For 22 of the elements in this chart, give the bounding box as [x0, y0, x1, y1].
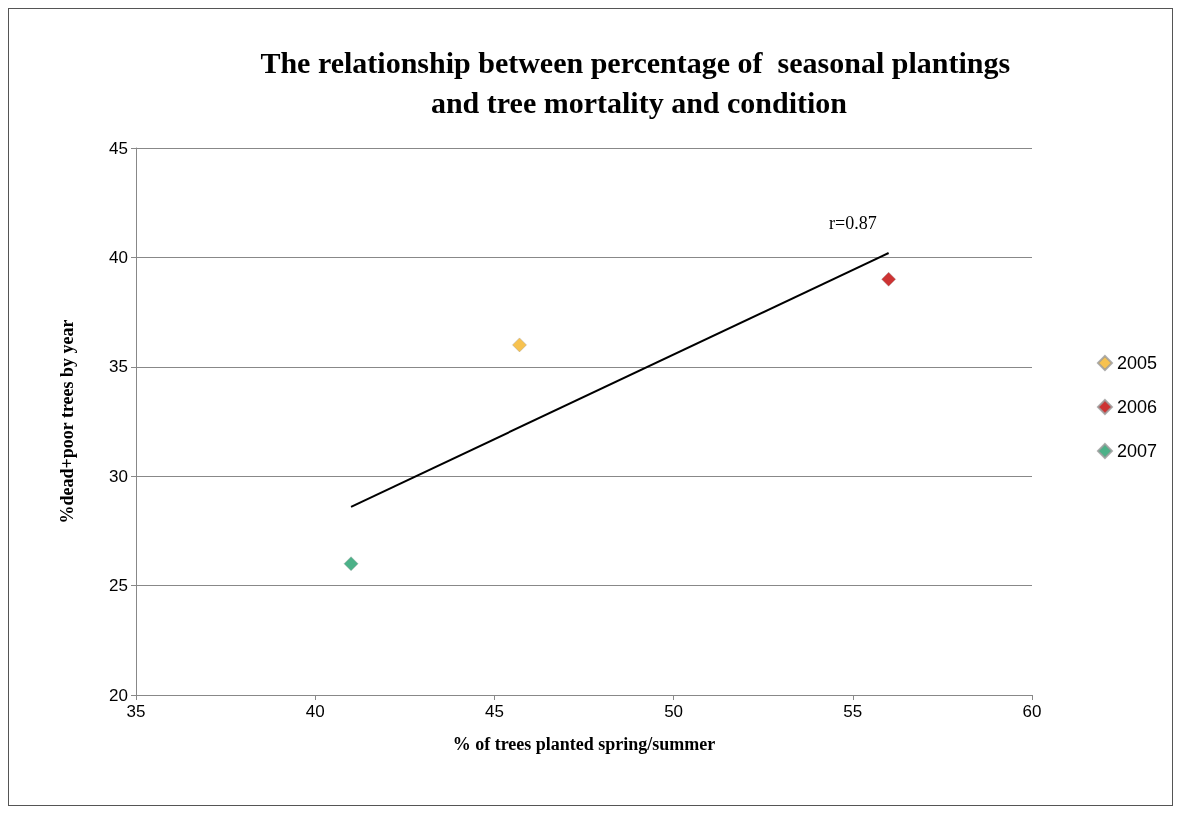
point: [881, 272, 896, 287]
y-axis-title: %dead+poor trees by year: [57, 319, 77, 524]
point: [343, 556, 359, 571]
x-tick-label: 40: [305, 702, 325, 721]
x-tick-label: 35: [126, 702, 146, 721]
x-tick-label: 60: [1022, 702, 1042, 721]
x-axis-title: % of trees planted spring/summer: [452, 734, 716, 754]
x-tick-label: 45: [484, 702, 504, 721]
y-tick-label: 20: [109, 685, 128, 705]
x-tick-label: 50: [664, 702, 684, 721]
y-tick-label: 45: [109, 138, 128, 158]
y-tick-label: 35: [109, 357, 128, 377]
y-tick-label: 25: [109, 576, 128, 596]
chart-title: The relationship between percentage of seasonal plantings and tree mortality and condition: [260, 45, 1018, 119]
x-tick-label: 55: [843, 702, 863, 721]
y-tick-label: 40: [109, 247, 128, 267]
legend-label: 2006: [1116, 397, 1157, 417]
legend-label: 2007: [1116, 441, 1157, 461]
y-tick-label: 30: [109, 466, 128, 486]
point: [512, 337, 527, 353]
legend-label: 2005: [1116, 353, 1157, 373]
annotation: r=0.87: [829, 213, 877, 233]
